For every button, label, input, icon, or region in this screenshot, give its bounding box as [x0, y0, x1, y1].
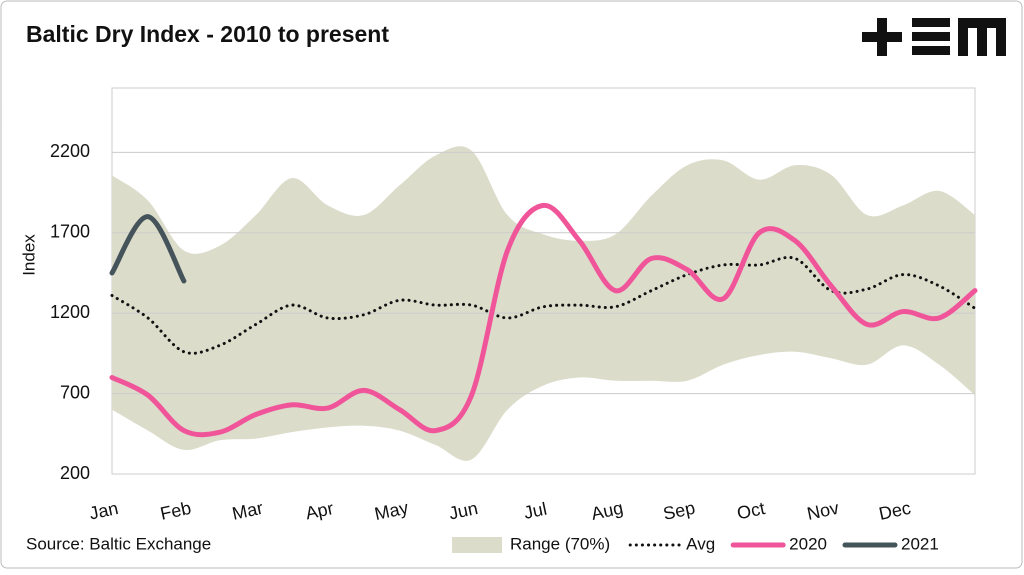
legend-swatch	[452, 537, 502, 553]
y-axis-label: Index	[19, 234, 38, 276]
line-2	[109, 214, 187, 284]
y-tick-label: 1700	[50, 222, 90, 242]
y-tick-label: 700	[60, 382, 90, 402]
y-tick-label: 2200	[50, 141, 90, 161]
source: Source: Baltic Exchange	[26, 534, 211, 553]
y-tick-label: 200	[60, 463, 90, 483]
range-band	[112, 146, 975, 461]
legend-label: Range (70%)	[510, 534, 610, 553]
legend-label: Avg	[686, 534, 715, 553]
legend-label: 2020	[789, 534, 827, 553]
line-0	[110, 255, 977, 355]
y-tick-label: 1200	[50, 302, 90, 322]
line-1	[109, 202, 978, 438]
logo	[862, 18, 1006, 56]
legend-label: 2021	[901, 534, 939, 553]
x-tick-label: Jul	[522, 499, 549, 523]
chart-title: Baltic Dry Index - 2010 to present	[26, 21, 389, 47]
